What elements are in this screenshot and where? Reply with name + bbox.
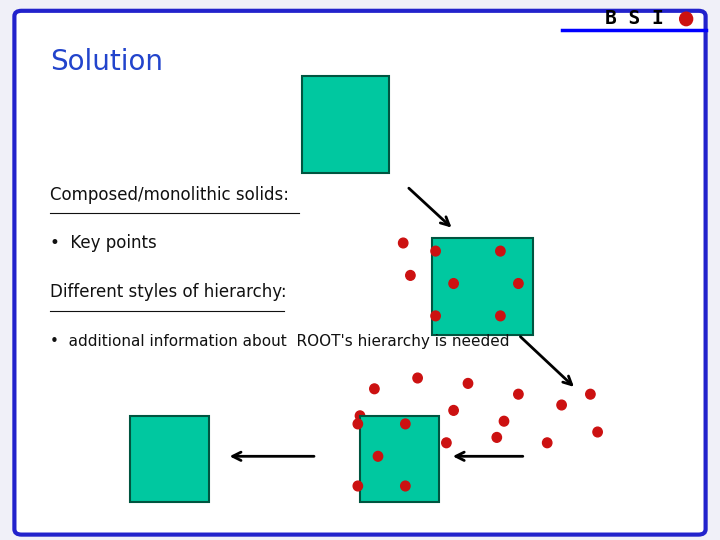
Ellipse shape	[680, 12, 693, 25]
Ellipse shape	[456, 276, 466, 286]
Ellipse shape	[400, 481, 410, 491]
Ellipse shape	[356, 411, 365, 421]
Ellipse shape	[495, 246, 505, 256]
Ellipse shape	[441, 438, 451, 448]
Ellipse shape	[370, 384, 379, 394]
Text: B S I: B S I	[605, 9, 664, 28]
Ellipse shape	[495, 311, 505, 321]
Ellipse shape	[399, 238, 408, 248]
Text: Composed/monolithic solids:: Composed/monolithic solids:	[50, 186, 289, 204]
Bar	[130, 416, 209, 502]
Ellipse shape	[406, 271, 415, 280]
Ellipse shape	[499, 416, 508, 426]
Ellipse shape	[514, 389, 523, 399]
Ellipse shape	[431, 311, 440, 321]
Ellipse shape	[593, 427, 602, 437]
Ellipse shape	[435, 303, 444, 313]
Bar	[360, 416, 439, 502]
Text: Solution: Solution	[50, 48, 163, 76]
Bar	[302, 76, 389, 173]
Bar	[432, 238, 533, 335]
Ellipse shape	[353, 481, 362, 491]
Text: •  additional information about  ROOT's hierarchy is needed: • additional information about ROOT's hi…	[50, 334, 510, 349]
Ellipse shape	[353, 419, 362, 429]
Ellipse shape	[406, 416, 415, 426]
Ellipse shape	[514, 279, 523, 288]
Ellipse shape	[449, 254, 459, 264]
Ellipse shape	[431, 246, 440, 256]
Ellipse shape	[557, 400, 566, 410]
Ellipse shape	[464, 379, 473, 388]
Ellipse shape	[449, 406, 459, 415]
Ellipse shape	[400, 419, 410, 429]
Ellipse shape	[543, 438, 552, 448]
Text: Different styles of hierarchy:: Different styles of hierarchy:	[50, 283, 287, 301]
Ellipse shape	[413, 373, 422, 383]
Ellipse shape	[392, 443, 401, 453]
Ellipse shape	[449, 279, 459, 288]
Text: •  Key points: • Key points	[50, 234, 157, 252]
Ellipse shape	[586, 389, 595, 399]
Ellipse shape	[373, 451, 383, 461]
Ellipse shape	[492, 433, 501, 442]
FancyBboxPatch shape	[14, 11, 706, 535]
